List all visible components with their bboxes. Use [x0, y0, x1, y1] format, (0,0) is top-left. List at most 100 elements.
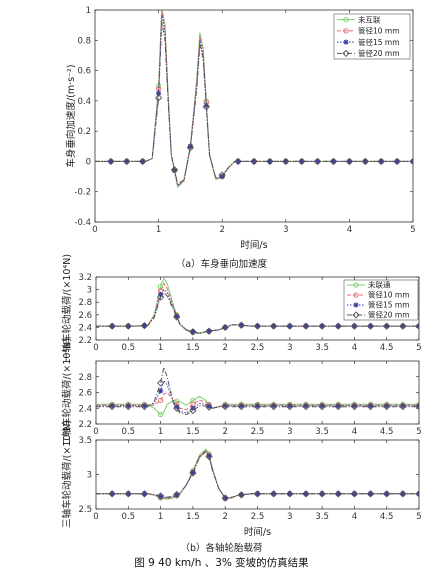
series-4 [95, 22, 413, 185]
data-point [156, 293, 165, 301]
plot-frame-4 [95, 439, 420, 510]
data-point [302, 403, 310, 411]
data-point [250, 157, 258, 166]
data-point [174, 313, 180, 319]
series-line [96, 365, 419, 416]
data-point [384, 403, 390, 409]
y-tick-label: 3.5 [78, 436, 92, 446]
data-point [383, 403, 391, 411]
x-tick-label: 2 [222, 343, 227, 353]
data-point [222, 495, 228, 501]
data-point [190, 397, 196, 404]
y-tick-label: 0.6 [77, 67, 91, 77]
x-tick-label: 0.5 [122, 343, 136, 353]
data-point [299, 158, 305, 165]
data-point [109, 491, 115, 497]
x-tick-label: 0.5 [122, 512, 136, 522]
y-tick-label: 0.4 [77, 97, 91, 107]
y-tick-label: 2.6 [78, 311, 92, 321]
legend-marker [352, 311, 360, 319]
data-point [141, 323, 148, 329]
data-point [400, 403, 406, 409]
data-point [141, 491, 148, 497]
series-line [96, 450, 419, 499]
data-point [218, 171, 226, 179]
data-point [267, 158, 273, 165]
data-point [109, 323, 115, 329]
data-point [190, 405, 196, 411]
data-point [202, 103, 210, 111]
x-tick-label: 4 [352, 343, 357, 353]
legend-marker [343, 16, 349, 23]
x-tick-label: 0 [92, 225, 97, 235]
data-point [157, 397, 164, 404]
data-point [335, 403, 341, 409]
data-point [287, 403, 293, 409]
x-tick-label: 3 [287, 343, 292, 353]
data-point [350, 322, 359, 330]
series-line [96, 395, 419, 416]
y-tick-label: 1 [86, 6, 91, 16]
chart-3: 0 0.5 1 1.5 2 2.5 3 3.5 4 4.5 5 2.2 2.4 2.6 2.8 二轴车轮动载荷… [61, 338, 422, 446]
legend-marker [353, 282, 359, 288]
data-point [141, 403, 148, 409]
data-point [345, 157, 354, 166]
y-tick-label: 2.2 [78, 420, 92, 430]
data-point [270, 490, 278, 498]
legend-entry: 未联通 [368, 280, 391, 290]
x-tick-label: 4 [352, 427, 357, 437]
y-tick-label: 2.8 [78, 298, 92, 308]
data-point [415, 322, 419, 330]
x-tick-label: 3.5 [315, 512, 329, 522]
data-point [187, 143, 193, 149]
y-axis-label: 二轴车轮动载荷/(×10⁴N) [61, 338, 73, 446]
x-tick-label: 4.5 [380, 343, 394, 353]
data-point [173, 490, 181, 499]
legend-entry: 管径15 mm [368, 300, 410, 310]
x-tick-label: 3 [283, 225, 288, 235]
x-tick-label: 2.5 [251, 343, 265, 353]
x-tick-label: 3 [287, 427, 292, 437]
data-point [238, 322, 244, 328]
data-point [266, 157, 274, 166]
y-tick-label: 2.4 [78, 404, 92, 414]
data-point [254, 323, 261, 329]
caption-a: （a）车身垂向加速度 [175, 259, 268, 270]
data-point [237, 491, 245, 499]
data-point [415, 403, 419, 411]
data-point [139, 157, 147, 166]
data-point [366, 490, 375, 498]
data-point [318, 322, 326, 330]
data-point [378, 158, 384, 165]
data-point [190, 469, 196, 476]
data-point [399, 322, 407, 330]
data-point [399, 490, 407, 498]
legend-entry: 管径15 mm [358, 37, 400, 47]
data-point [124, 403, 132, 411]
plot-frame-3 [95, 360, 420, 425]
data-point [302, 490, 310, 498]
data-point [123, 157, 131, 166]
x-tick-label: 5 [410, 225, 415, 235]
data-point [234, 157, 242, 166]
y-axis-label: 车身垂向加速度/(m·s⁻²) [65, 64, 77, 167]
data-point [253, 490, 262, 498]
data-point [189, 469, 197, 477]
y-tick-label: -0.4 [74, 218, 91, 228]
legend-entry: 管径10 mm [368, 290, 410, 300]
data-point [189, 328, 197, 336]
data-point [140, 322, 149, 330]
legend-marker [343, 39, 349, 45]
data-point [366, 403, 375, 411]
series-4 [96, 450, 419, 502]
data-point [303, 403, 309, 409]
data-point [346, 158, 352, 165]
data-point [287, 323, 293, 329]
data-point [221, 323, 229, 332]
x-tick-label: 5 [416, 512, 421, 522]
data-point [158, 388, 164, 394]
y-tick-label: 2.5 [78, 505, 92, 515]
data-point [238, 403, 244, 409]
